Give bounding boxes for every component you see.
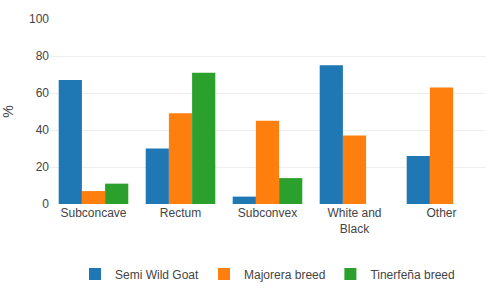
- svg-text:Subconvex: Subconvex: [238, 206, 297, 220]
- svg-text:20: 20: [36, 160, 50, 174]
- svg-text:Semi Wild Goat: Semi Wild Goat: [115, 268, 199, 282]
- svg-text:60: 60: [36, 86, 50, 100]
- svg-text:100: 100: [29, 12, 49, 26]
- svg-text:Subconcave: Subconcave: [60, 206, 126, 220]
- svg-text:%: %: [0, 105, 16, 117]
- svg-text:Other: Other: [426, 206, 456, 220]
- svg-text:40: 40: [36, 123, 50, 137]
- svg-text:0: 0: [42, 197, 49, 211]
- svg-text:Rectum: Rectum: [160, 206, 201, 220]
- svg-text:Tinerfeña breed: Tinerfeña breed: [370, 268, 454, 282]
- svg-text:80: 80: [36, 49, 50, 63]
- svg-text:Majorera breed: Majorera breed: [244, 268, 325, 282]
- svg-text:White andBlack: White andBlack: [327, 206, 381, 236]
